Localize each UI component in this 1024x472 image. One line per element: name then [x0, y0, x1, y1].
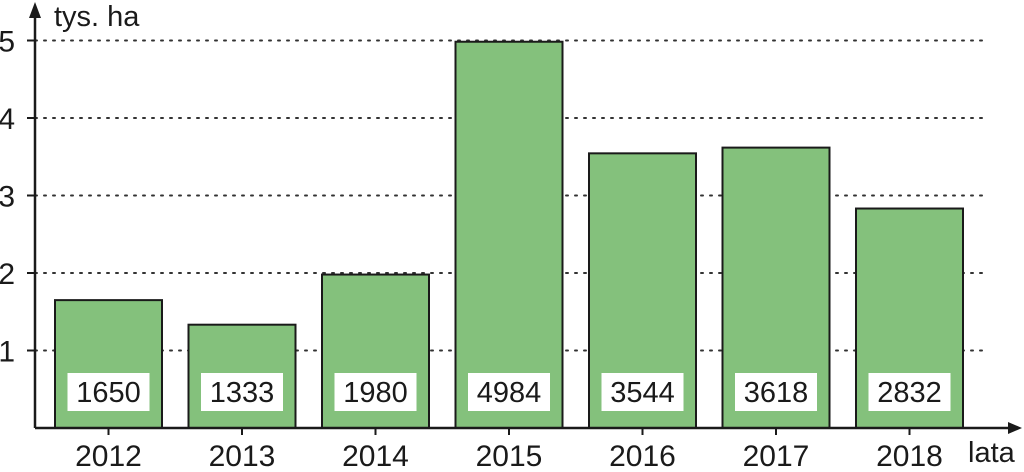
- value-label-box: [67, 373, 150, 411]
- value-label: 3618: [744, 377, 809, 409]
- value-label-box: [201, 373, 283, 411]
- value-label: 1650: [76, 377, 141, 409]
- value-label-box: [334, 373, 417, 411]
- value-label-box: [468, 373, 550, 411]
- value-label-box: [868, 373, 951, 411]
- value-label: 3544: [610, 377, 675, 409]
- y-tick-label: 5: [0, 26, 15, 59]
- value-label: 1333: [210, 377, 275, 409]
- y-axis-title: tys. ha: [54, 1, 140, 33]
- x-tick-label: 2013: [209, 440, 276, 472]
- y-tick-labels: 1 2 3 4 5: [0, 26, 15, 369]
- x-tick-label: 2014: [342, 440, 409, 472]
- x-tick-label: 2017: [743, 440, 810, 472]
- value-label-box: [735, 373, 817, 411]
- value-label: 1980: [343, 377, 408, 409]
- value-label: 2832: [877, 377, 942, 409]
- x-tick-labels: 2012 2013 2014 2015 2016 2017 2018: [75, 428, 943, 472]
- y-tick-label: 4: [0, 103, 15, 136]
- bar: [454, 40, 564, 430]
- x-axis-arrow-icon: [1008, 422, 1022, 434]
- value-label: 4984: [477, 377, 542, 409]
- y-axis-arrow-icon: [29, 2, 41, 18]
- y-tick-label: 1: [0, 336, 15, 369]
- x-tick-label: 2012: [75, 440, 142, 472]
- x-axis-title: lata: [968, 437, 1016, 469]
- value-label-box: [601, 373, 684, 411]
- x-tick-label: 2018: [876, 440, 943, 472]
- y-tick-label: 2: [0, 258, 15, 291]
- bars: 1650 1333 1980 4984 3544 3618 2832: [54, 40, 964, 430]
- axes: [29, 2, 1022, 434]
- x-tick-label: 2015: [476, 440, 543, 472]
- y-tick-label: 3: [0, 181, 15, 214]
- x-tick-label: 2016: [609, 440, 676, 472]
